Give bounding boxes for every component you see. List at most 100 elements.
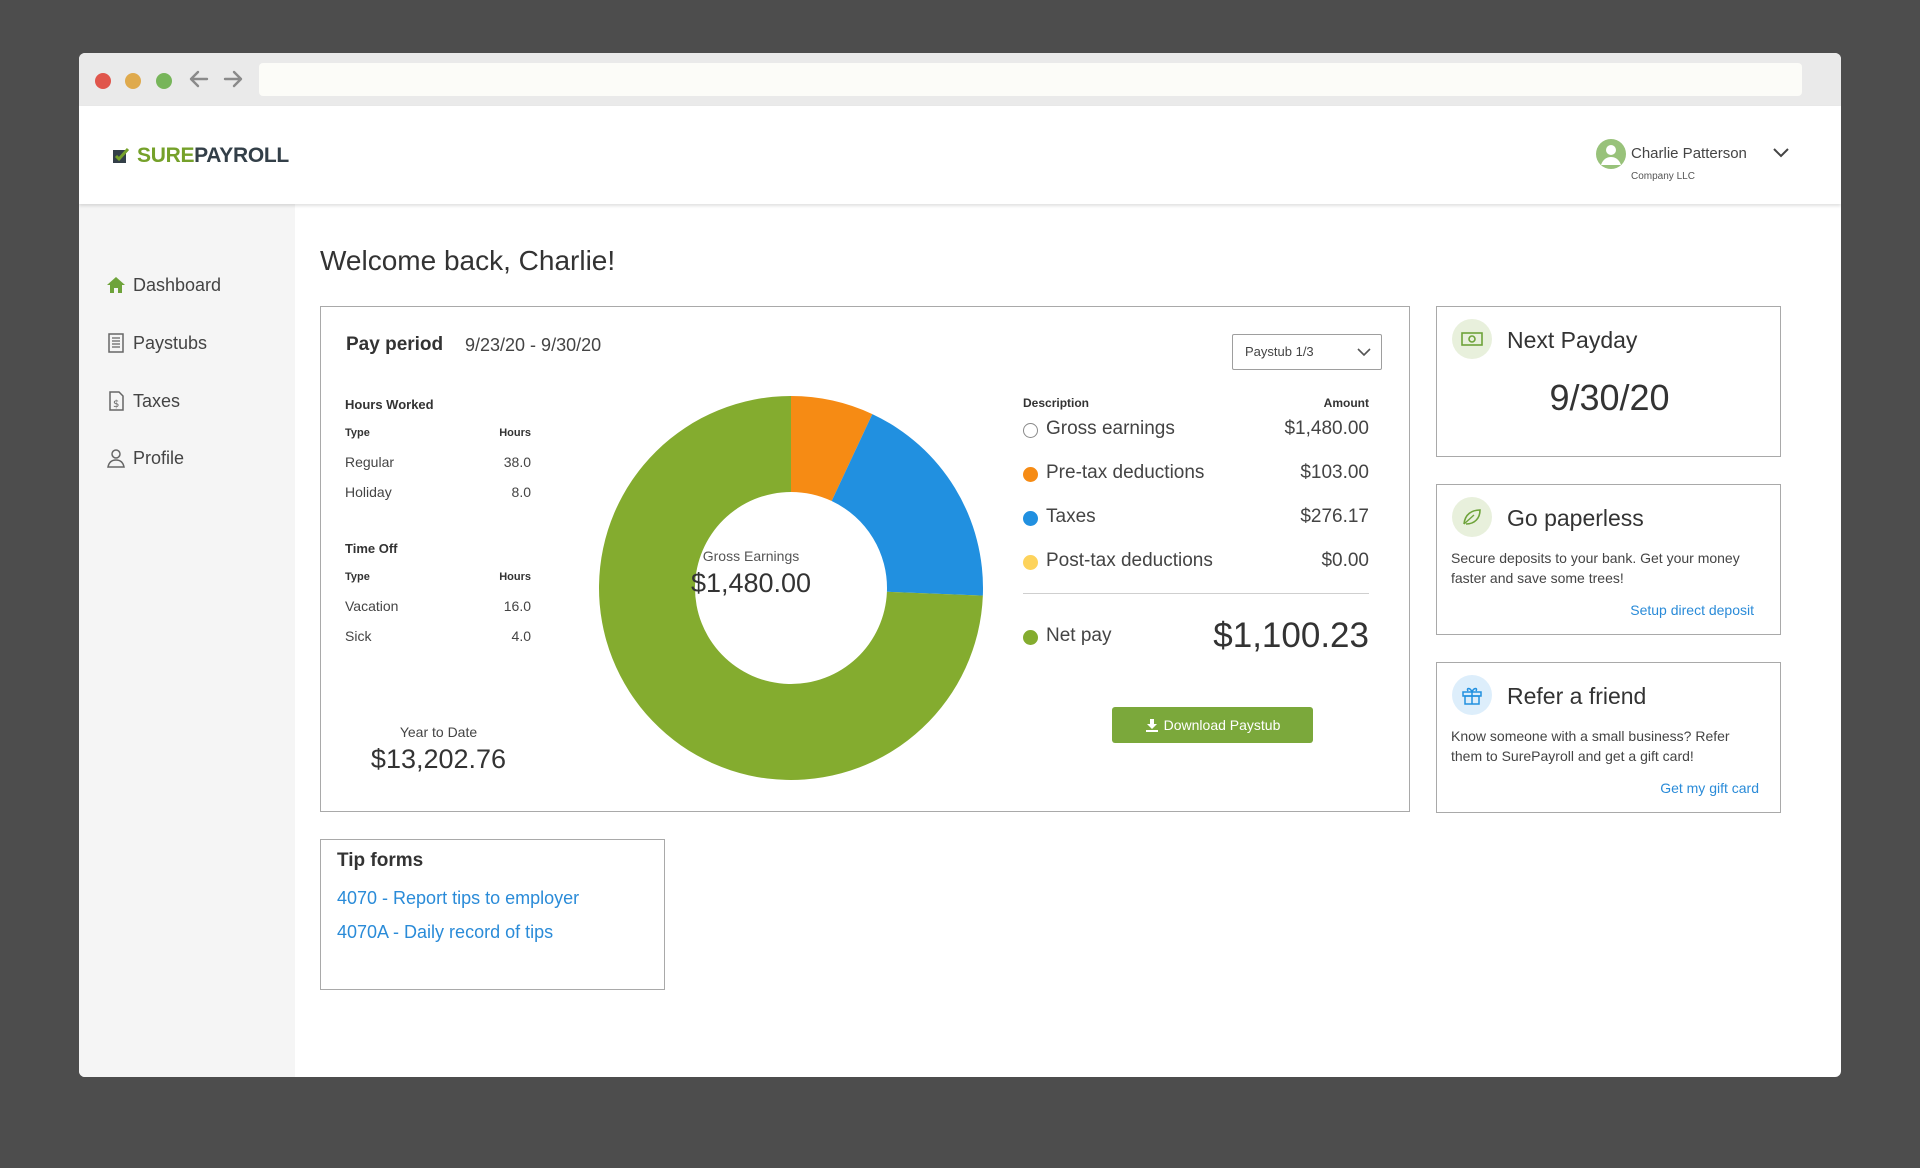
- donut-slice-pre-tax-deductions: [791, 396, 873, 502]
- pay-period-range: 9/23/20 - 9/30/20: [465, 335, 602, 355]
- legend-amount: $276.17: [1300, 506, 1369, 527]
- home-icon: [107, 277, 125, 293]
- net-pay-row: Net pay $1,100.23: [1023, 615, 1369, 659]
- browser-window: SUREPAYROLL Charlie Patterson Company LL…: [79, 53, 1841, 1077]
- address-bar[interactable]: [259, 63, 1802, 96]
- hours-row-type: Regular: [345, 454, 395, 470]
- legend-row-taxes: Taxes $276.17: [1023, 504, 1369, 532]
- sidebar-item-label: Dashboard: [133, 274, 222, 295]
- time-off-hours-header: Hours: [499, 571, 531, 583]
- sidebar-item-paystubs[interactable]: Paystubs: [105, 330, 207, 356]
- close-window-button[interactable]: [95, 73, 111, 89]
- sidebar-item-taxes[interactable]: $ Taxes: [105, 388, 180, 414]
- go-paperless-title: Go paperless: [1507, 505, 1644, 531]
- app-header: SUREPAYROLL Charlie Patterson Company LL…: [79, 106, 1841, 204]
- donut-center-label: Gross Earnings: [702, 548, 800, 564]
- time-off-row-value: 16.0: [503, 598, 531, 614]
- earnings-donut-chart: [599, 396, 983, 780]
- ytd-label: Year to Date: [399, 724, 478, 740]
- time-off-row-value: 4.0: [511, 628, 531, 644]
- legend-label: Pre-tax deductions: [1046, 462, 1205, 483]
- gift-icon-circle: [1452, 675, 1492, 715]
- tip-form-4070a-link[interactable]: 4070A - Daily record of tips: [337, 922, 554, 942]
- legend-amount: $1,480.00: [1284, 418, 1369, 439]
- forward-arrow-icon[interactable]: [219, 65, 247, 93]
- money-icon: [1461, 332, 1483, 346]
- avatar: [1596, 139, 1626, 169]
- maximize-window-button[interactable]: [156, 73, 172, 89]
- hours-worked-heading: Hours Worked: [345, 397, 434, 412]
- pretax-swatch: [1023, 467, 1038, 482]
- refer-friend-card: Refer a friend Know someone with a small…: [1436, 662, 1781, 813]
- time-off-row-type: Sick: [345, 628, 372, 644]
- donut-slice-taxes: [831, 414, 983, 596]
- user-icon: [107, 449, 125, 468]
- get-gift-card-link[interactable]: Get my gift card: [1660, 780, 1759, 796]
- refer-friend-title: Refer a friend: [1507, 683, 1647, 709]
- gift-icon: [1462, 687, 1482, 705]
- logo-check-icon: [113, 147, 130, 163]
- amount-header: Amount: [1323, 396, 1369, 410]
- hours-worked-type-header: Type: [345, 427, 370, 439]
- document-icon: [108, 333, 124, 353]
- ytd-value: $13,202.76: [370, 744, 507, 774]
- description-header: Description: [1023, 396, 1090, 410]
- back-arrow-icon[interactable]: [185, 65, 213, 93]
- surepayroll-logo[interactable]: SUREPAYROLL: [112, 144, 289, 168]
- chevron-down-icon[interactable]: [1772, 147, 1790, 159]
- posttax-swatch: [1023, 555, 1038, 570]
- net-pay-label: Net pay: [1046, 625, 1112, 646]
- user-menu[interactable]: Charlie Patterson Company LLC: [1596, 139, 1789, 189]
- legend-divider: [1023, 593, 1369, 594]
- hours-row-type: Holiday: [345, 484, 392, 500]
- pay-period-card: Pay period 9/23/20 - 9/30/20 Paystub 1/3…: [320, 306, 1410, 812]
- leaf-icon: [1463, 509, 1481, 525]
- donut-slice-net-pay: [599, 396, 983, 780]
- tip-form-4070-link[interactable]: 4070 - Report tips to employer: [337, 888, 580, 908]
- sidebar-item-profile[interactable]: Profile: [105, 445, 184, 471]
- next-payday-date: 9/30/20: [1549, 377, 1670, 418]
- sidebar-item-label: Paystubs: [133, 332, 208, 353]
- hours-worked-hours-header: Hours: [499, 427, 531, 439]
- time-off-heading: Time Off: [345, 541, 398, 556]
- user-company: Company LLC: [1631, 171, 1695, 182]
- legend-row-posttax: Post-tax deductions $0.00: [1023, 548, 1369, 576]
- download-paystub-button[interactable]: Download Paystub: [1112, 707, 1313, 743]
- legend-label: Gross earnings: [1046, 418, 1175, 439]
- user-avatar-icon: [1601, 145, 1621, 165]
- user-name: Charlie Patterson: [1631, 145, 1747, 162]
- svg-text:$: $: [113, 399, 119, 410]
- download-paystub-label: Download Paystub: [1163, 717, 1281, 733]
- minimize-window-button[interactable]: [125, 73, 141, 89]
- next-payday-card: Next Payday 9/30/20: [1436, 306, 1781, 457]
- sidebar: Dashboard Paystubs $ Taxes Profile: [79, 204, 295, 1077]
- browser-toolbar: [79, 53, 1841, 106]
- legend-label: Taxes: [1046, 506, 1096, 527]
- paystub-select[interactable]: Paystub 1/3: [1232, 334, 1382, 370]
- brand-name: SUREPAYROLL: [137, 144, 289, 167]
- taxes-swatch: [1023, 511, 1038, 526]
- tax-document-icon: $: [109, 391, 124, 411]
- chevron-down-icon: [1357, 348, 1371, 357]
- paystub-select-value: Paystub 1/3: [1245, 344, 1314, 359]
- download-icon: [1145, 719, 1158, 732]
- refer-friend-body: Know someone with a small business? Refe…: [1451, 728, 1730, 764]
- legend-row-gross: Gross earnings $1,480.00: [1023, 416, 1369, 444]
- hours-row-value: 8.0: [511, 484, 531, 500]
- tip-forms-heading: Tip forms: [337, 850, 424, 871]
- net-pay-swatch: [1023, 630, 1038, 645]
- setup-direct-deposit-link[interactable]: Setup direct deposit: [1630, 602, 1754, 618]
- sidebar-item-label: Taxes: [133, 390, 181, 411]
- sidebar-item-label: Profile: [133, 447, 185, 468]
- money-icon-circle: [1452, 319, 1492, 359]
- hours-row-value: 38.0: [503, 454, 531, 470]
- legend-amount: $103.00: [1300, 462, 1369, 483]
- time-off-type-header: Type: [345, 571, 370, 583]
- page-title: Welcome back, Charlie!: [320, 245, 616, 276]
- legend-label: Post-tax deductions: [1046, 550, 1213, 571]
- donut-center-value: $1,480.00: [690, 568, 812, 598]
- gross-swatch: [1023, 423, 1038, 438]
- net-pay-amount: $1,100.23: [1213, 616, 1369, 655]
- sidebar-item-dashboard[interactable]: Dashboard: [105, 272, 221, 298]
- go-paperless-body: Secure deposits to your bank. Get your m…: [1451, 550, 1740, 586]
